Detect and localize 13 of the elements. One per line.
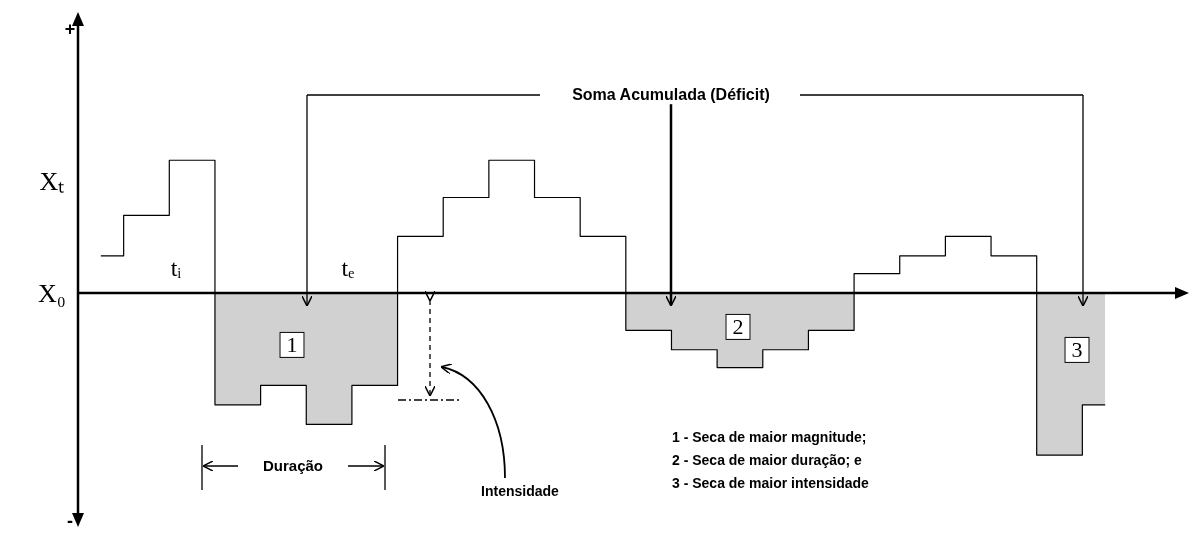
text: X₀ <box>38 278 66 309</box>
text: Xₜ <box>39 166 65 197</box>
annotation: 1 - Seca de maior magnitude; <box>672 429 867 446</box>
text: Duração <box>262 456 324 475</box>
annotation: 2 <box>725 313 751 341</box>
text: + <box>64 19 76 40</box>
annotation: 1 <box>279 331 305 359</box>
text: - <box>67 511 73 532</box>
annotation: 3 <box>1064 336 1090 364</box>
annotation: 2 - Seca de maior duração; e <box>672 452 862 469</box>
annotation: tᵢ <box>170 254 182 282</box>
text: 3 - Seca de maior intensidade <box>672 475 869 492</box>
text: Intensidade <box>481 483 559 500</box>
